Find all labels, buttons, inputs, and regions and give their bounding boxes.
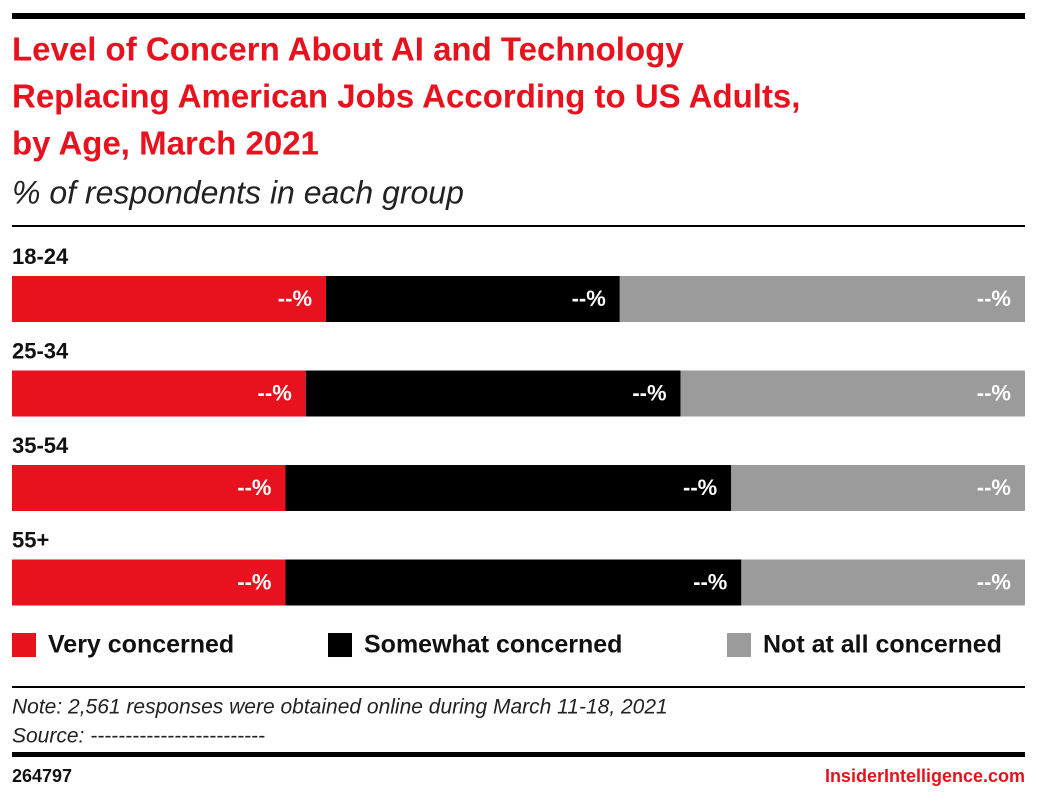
bar-segment — [12, 276, 327, 322]
bar-segment — [305, 370, 681, 417]
bar-segment — [731, 465, 1025, 511]
legend-label: Somewhat concerned — [364, 631, 622, 659]
category-label: 55+ — [12, 527, 49, 552]
category-label: 35-54 — [12, 433, 69, 458]
bar-segment — [12, 465, 286, 511]
rule — [12, 686, 1025, 688]
chart-id: 264797 — [12, 766, 72, 786]
legend-swatch — [328, 633, 352, 657]
value-label: --% — [237, 475, 271, 500]
legend-swatch — [12, 633, 36, 657]
legend-swatch — [727, 633, 751, 657]
value-label: --% — [977, 286, 1011, 311]
value-label: --% — [977, 569, 1011, 594]
value-label: --% — [977, 380, 1011, 405]
value-label: --% — [278, 286, 312, 311]
bar-segment — [12, 559, 286, 606]
note: Note: 2,561 responses were obtained onli… — [12, 696, 668, 719]
bottom-rule — [12, 752, 1025, 757]
value-label: --% — [693, 569, 727, 594]
value-label: --% — [632, 380, 666, 405]
top-rule — [12, 13, 1025, 19]
chart-subtitle: % of respondents in each group — [12, 174, 464, 210]
legend-label: Very concerned — [48, 631, 234, 659]
bar-segment — [680, 370, 1025, 417]
category-label: 25-34 — [12, 338, 69, 363]
value-label: --% — [258, 380, 292, 405]
value-label: --% — [572, 286, 606, 311]
bar-segment — [285, 465, 732, 511]
chart-title: Level of Concern About AI and Technology — [12, 31, 684, 68]
bar-segment — [741, 559, 1025, 606]
source: Source: ------------------------- — [12, 725, 265, 748]
bar-segment — [619, 276, 1025, 322]
value-label: --% — [977, 475, 1011, 500]
value-label: --% — [237, 569, 271, 594]
legend-label: Not at all concerned — [763, 631, 1002, 659]
brand: InsiderIntelligence.com — [825, 766, 1025, 786]
chart-title: Replacing American Jobs According to US … — [12, 78, 800, 115]
value-label: --% — [683, 475, 717, 500]
category-label: 18-24 — [12, 244, 69, 269]
rule — [12, 225, 1025, 227]
bar-segment — [326, 276, 620, 322]
chart-title: by Age, March 2021 — [12, 125, 319, 162]
bar-segment — [12, 370, 306, 417]
bar-segment — [285, 559, 742, 606]
